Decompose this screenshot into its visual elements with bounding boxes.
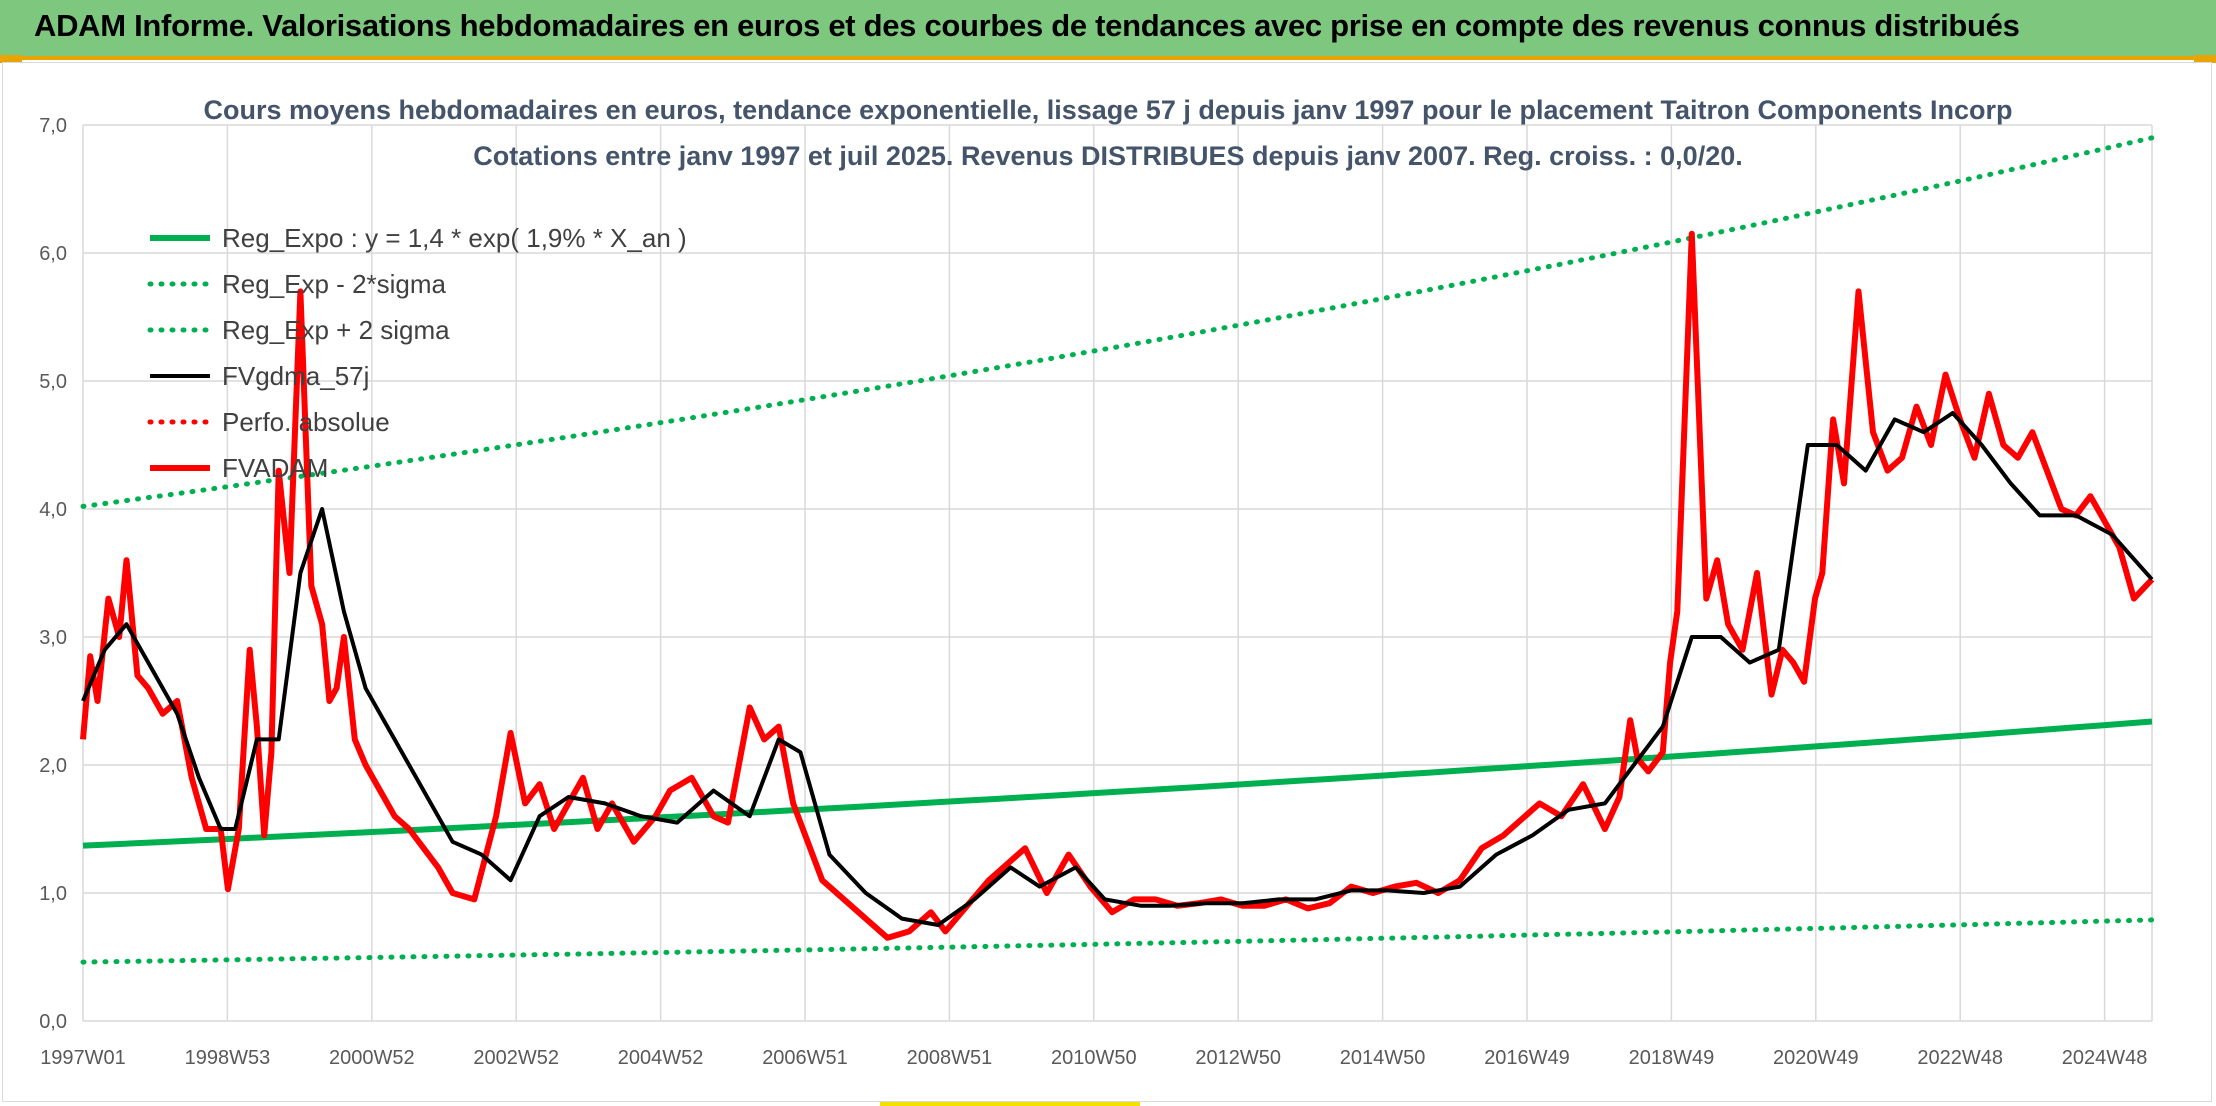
y-tick-label: 7,0 [39, 115, 67, 137]
legend-label: Reg_Exp - 2*sigma [222, 269, 447, 299]
x-tick-label: 2008W51 [907, 1047, 993, 1069]
x-tick-label: 2006W51 [762, 1047, 848, 1069]
series-line-5 [80, 230, 2155, 941]
page-title: ADAM Informe. Valorisations hebdomadaire… [34, 8, 2020, 43]
series-line-2 [80, 135, 2155, 509]
x-tick-label: 2022W48 [1917, 1047, 2003, 1069]
x-tick-label: 2018W49 [1629, 1047, 1715, 1069]
y-tick-label: 2,0 [39, 755, 67, 777]
x-tick-label: 2014W50 [1340, 1047, 1426, 1069]
chart-title-line2: Cotations entre janv 1997 et juil 2025. … [473, 141, 1743, 171]
y-tick-label: 6,0 [39, 243, 67, 265]
x-tick-label: 2002W52 [473, 1047, 559, 1069]
y-tick-label: 1,0 [39, 883, 67, 905]
y-tick-label: 0,0 [39, 1011, 67, 1033]
x-tick-label: 2000W52 [329, 1047, 415, 1069]
x-tick-label: 2010W50 [1051, 1047, 1137, 1069]
series-line-3 [81, 411, 2154, 927]
x-tick-label: 2012W50 [1195, 1047, 1281, 1069]
x-tick-label: 1997W01 [40, 1047, 126, 1069]
series-line-1 [80, 917, 2155, 965]
legend: Reg_Expo : y = 1,4 * exp( 1,9% * X_an ) R… [147, 223, 687, 483]
x-tick-label: 2004W52 [618, 1047, 704, 1069]
bottom-accent [880, 1102, 1140, 1106]
corner-accent-left [0, 55, 22, 63]
y-tick-label: 3,0 [39, 627, 67, 649]
legend-label: FVgdma_57j [222, 361, 369, 391]
legend-label: FVADAM [222, 453, 328, 483]
corner-accent-right [2194, 55, 2216, 63]
legend-label: Perfo. absolue [222, 407, 390, 437]
axis-labels: 0,0 1,0 2,0 3,0 4,0 5,0 6,0 7,0 1997W01 1998W53 20… [39, 115, 2147, 1069]
x-tick-label: 1998W53 [185, 1047, 271, 1069]
y-tick-label: 4,0 [39, 499, 67, 521]
chart-title-line1: Cours moyens hebdomadaires en euros, ten… [204, 95, 2013, 125]
legend-label: Reg_Exp + 2 sigma [222, 315, 450, 345]
y-tick-label: 5,0 [39, 371, 67, 393]
grid [82, 124, 2153, 1022]
x-tick-label: 2016W49 [1484, 1047, 1570, 1069]
header-banner: ADAM Informe. Valorisations hebdomadaire… [0, 0, 2216, 60]
chart-frame [2, 62, 2212, 1102]
legend-label: Reg_Expo : y = 1,4 * exp( 1,9% * X_an ) [222, 223, 687, 253]
x-tick-label: 2020W49 [1773, 1047, 1859, 1069]
series-layer [80, 135, 2155, 965]
series-line-0 [82, 718, 2153, 849]
x-tick-label: 2024W48 [2062, 1047, 2148, 1069]
